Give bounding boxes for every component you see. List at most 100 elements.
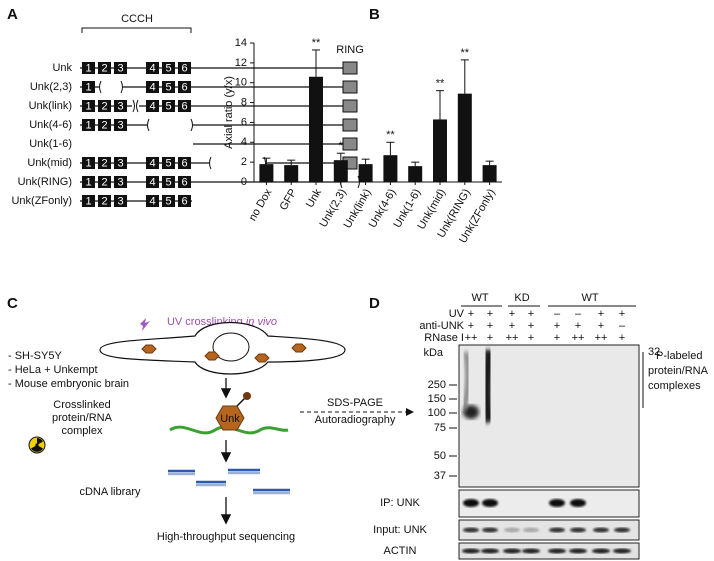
bar <box>284 165 299 182</box>
zinc-finger <box>146 62 159 74</box>
zinc-finger <box>98 119 111 131</box>
condition-sign: + <box>554 332 560 344</box>
zinc-finger <box>162 157 175 169</box>
y-tick-label: 6 <box>241 116 247 128</box>
zf-number: 5 <box>165 81 171 93</box>
zinc-finger <box>98 195 111 207</box>
y-tick-label: 4 <box>241 136 247 148</box>
zf-number: 5 <box>165 195 171 207</box>
unk-protein <box>215 405 245 431</box>
band <box>463 499 479 507</box>
deletion <box>209 156 212 170</box>
zf-number: 2 <box>101 195 107 207</box>
construct-name: Unk(1-6) <box>29 138 72 150</box>
condition-sign: ++ <box>572 332 585 344</box>
zf-number: 6 <box>181 62 187 74</box>
zf-number: 2 <box>101 176 107 188</box>
zf-number: 3 <box>117 100 123 112</box>
domain-label: CCCH <box>121 13 153 25</box>
zf-number: 5 <box>165 62 171 74</box>
band <box>592 548 610 554</box>
significance: * <box>339 140 344 152</box>
zinc-finger <box>114 176 127 188</box>
condition-label: UV <box>449 308 465 320</box>
radiation <box>28 436 46 454</box>
marker-label: 100 <box>428 407 446 419</box>
zinc-finger <box>82 62 95 74</box>
deletion <box>136 99 139 113</box>
panel-label: A <box>7 6 18 23</box>
crosslink-head <box>243 392 251 400</box>
condition-sign: ++ <box>465 332 478 344</box>
library-label: cDNA library <box>79 486 141 498</box>
condition-label: RNase I <box>424 332 464 344</box>
ring-domain <box>342 118 358 132</box>
construct-name: Unk(RING) <box>18 176 72 188</box>
marker-label: 37 <box>434 470 446 482</box>
zinc-finger <box>162 195 175 207</box>
zinc-finger <box>162 81 175 93</box>
band <box>614 527 630 533</box>
complex-label: protein/RNA <box>52 412 113 424</box>
method: SDS-PAGE <box>327 397 383 409</box>
condition-sign: ++ <box>595 332 608 344</box>
y-tick-label: 0 <box>241 176 247 188</box>
zf-number: 5 <box>165 157 171 169</box>
source: - HeLa + Unkempt <box>8 364 98 376</box>
band <box>482 499 498 507</box>
zf-number: 1 <box>85 195 91 207</box>
zf-number: 6 <box>181 81 187 93</box>
y-tick-label: 14 <box>235 37 247 49</box>
band <box>463 405 479 419</box>
zf-number: 4 <box>149 157 155 169</box>
complex-label: Crosslinked <box>53 399 110 411</box>
panel-label: C <box>7 295 18 312</box>
group-label: WT <box>471 292 488 304</box>
condition-sign: + <box>554 320 560 332</box>
condition-sign: + <box>509 308 515 320</box>
kda-label: kDa <box>423 347 443 359</box>
condition-sign: + <box>528 332 534 344</box>
bar <box>433 119 447 182</box>
protein-label: Unk <box>220 413 240 425</box>
zinc-finger <box>114 195 127 207</box>
condition-sign: + <box>619 308 625 320</box>
bracket-sup: 32 <box>648 346 660 358</box>
blot-label: IP: UNK <box>380 497 420 509</box>
zf-number: 4 <box>149 100 155 112</box>
bracket-label: complexes <box>648 380 701 392</box>
zinc-finger <box>82 157 95 169</box>
zinc-finger <box>178 62 191 74</box>
bar <box>259 164 274 182</box>
zf-number: 1 <box>85 100 91 112</box>
deletion <box>99 80 102 94</box>
zinc-finger <box>178 81 191 93</box>
condition-sign: + <box>619 332 625 344</box>
zinc-finger <box>82 176 95 188</box>
zf-number: 4 <box>149 81 155 93</box>
zf-number: 3 <box>117 62 123 74</box>
zinc-finger <box>178 195 191 207</box>
source: - SH-SY5Y <box>8 350 62 362</box>
group-label: KD <box>514 292 529 304</box>
zinc-finger <box>162 62 175 74</box>
source: - Mouse embryonic brain <box>8 378 129 390</box>
panel-label: D <box>369 295 380 312</box>
condition-sign: – <box>554 308 561 320</box>
zinc-finger <box>162 100 175 112</box>
zf-number: 2 <box>101 119 107 131</box>
condition-sign: + <box>468 308 474 320</box>
proteins <box>141 343 307 363</box>
y-tick-label: 10 <box>235 77 247 89</box>
condition-sign: + <box>487 332 493 344</box>
zinc-finger <box>82 119 95 131</box>
zinc-finger <box>146 195 159 207</box>
condition-sign: + <box>598 320 604 332</box>
band <box>570 527 586 533</box>
zinc-finger <box>114 100 127 112</box>
zinc-finger <box>178 100 191 112</box>
zf-number: 6 <box>181 195 187 207</box>
construct-name: Unk(2,3) <box>30 81 72 93</box>
smear <box>461 351 471 411</box>
